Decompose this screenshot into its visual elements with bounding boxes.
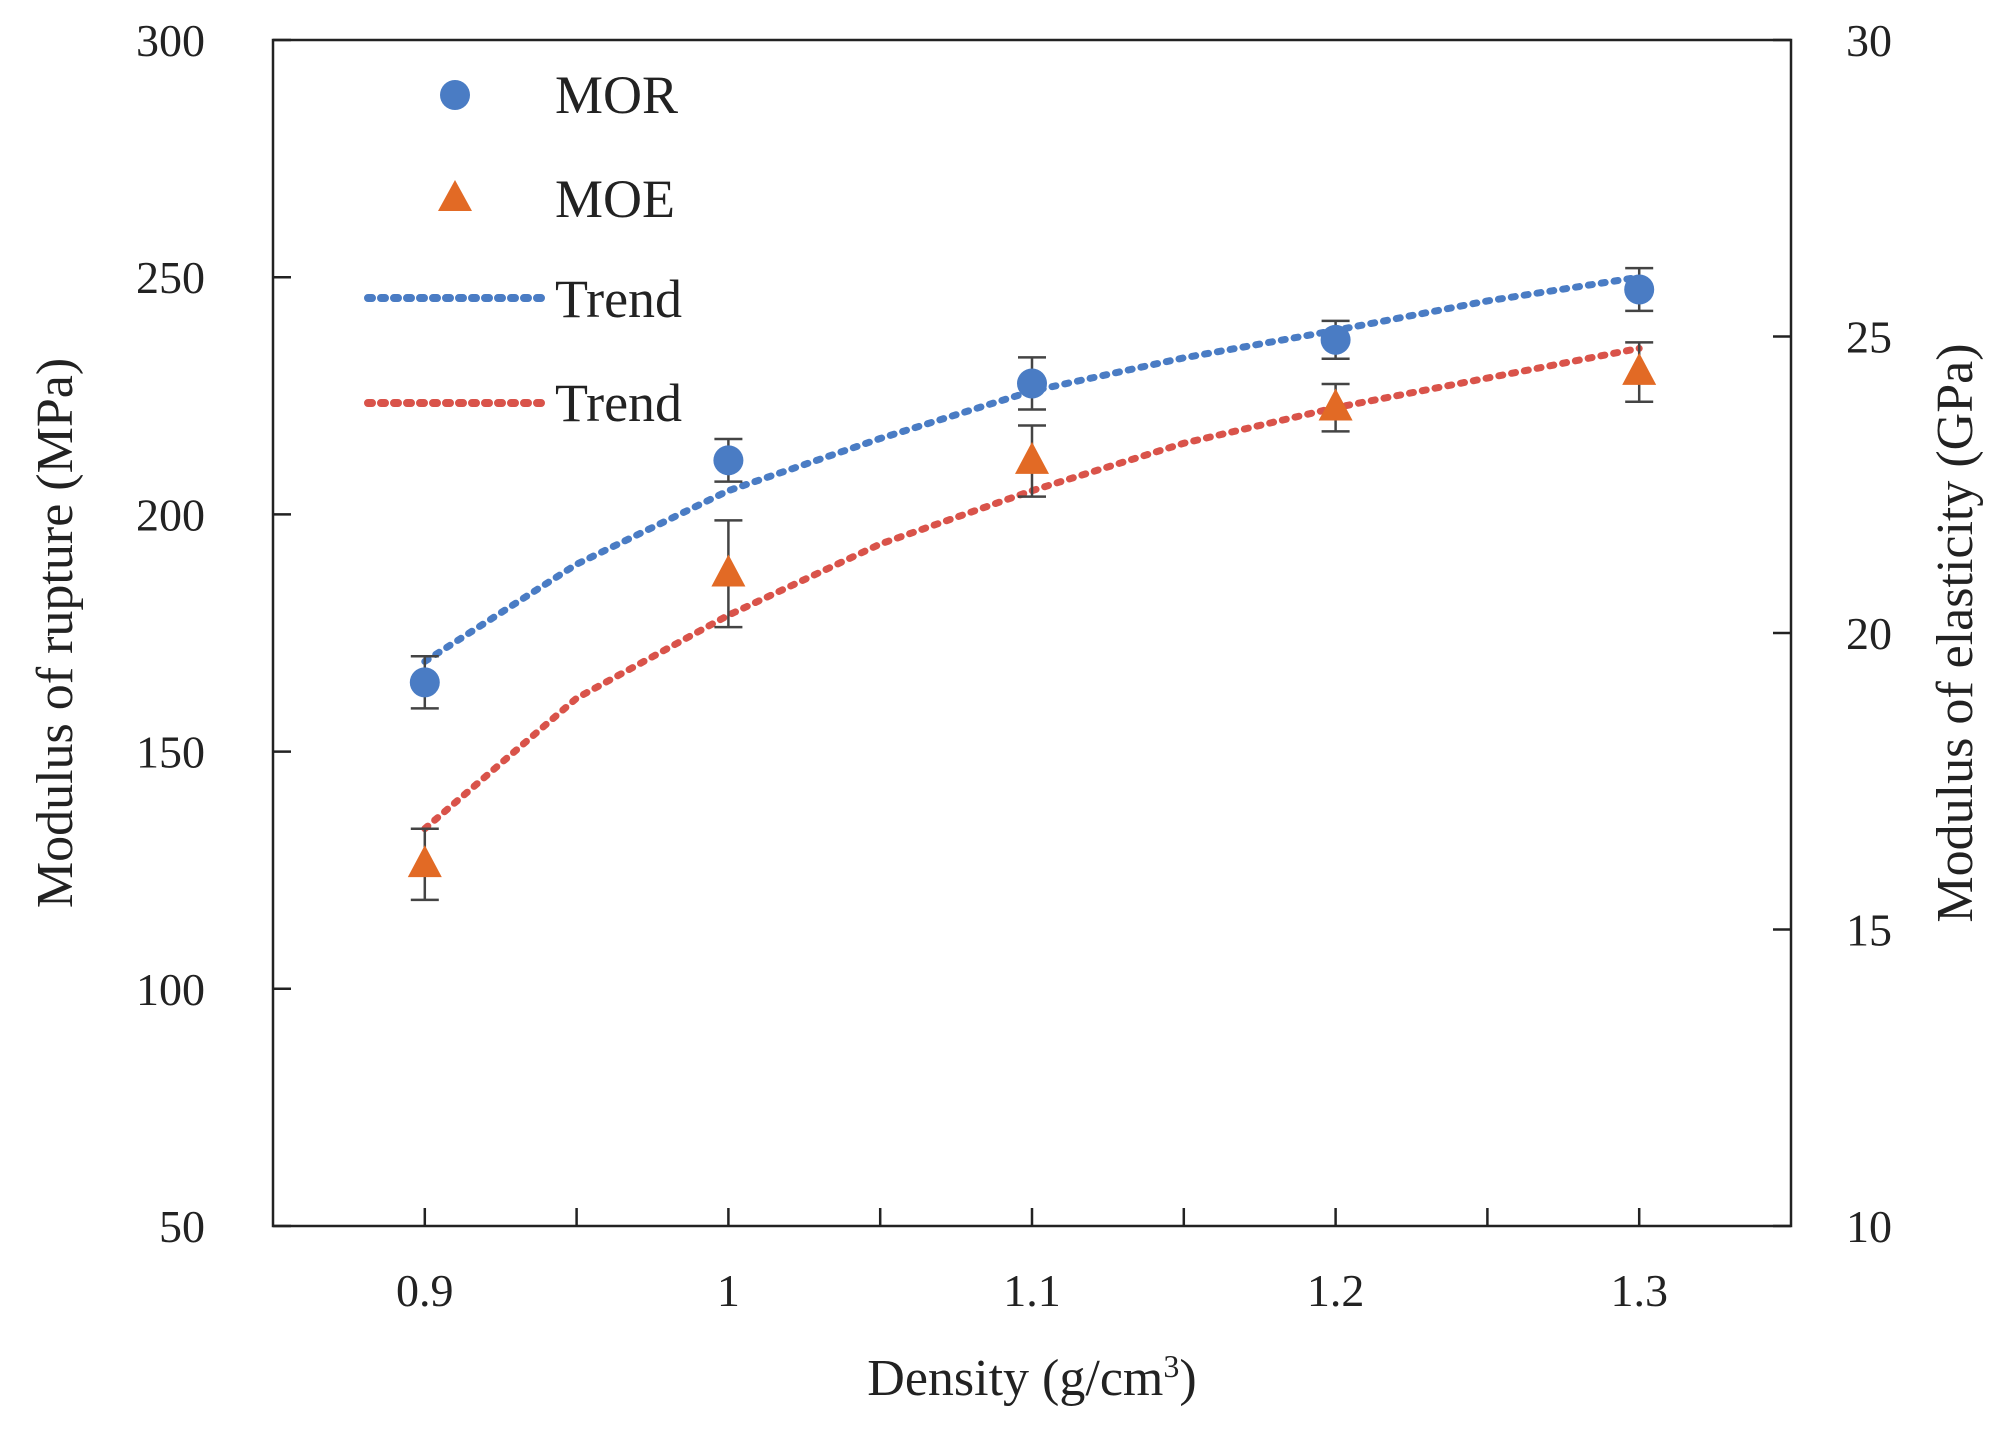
y-left-tick-label: 150 xyxy=(136,727,205,778)
x-tick-label: 1 xyxy=(717,1265,740,1316)
x-tick-label: 1.2 xyxy=(1307,1265,1365,1316)
y-left-tick-label: 250 xyxy=(136,252,205,303)
moe-point xyxy=(711,554,746,587)
plot-frame xyxy=(271,38,1793,1228)
y-right-tick-label: 15 xyxy=(1846,905,1892,956)
y-right-tick-label: 10 xyxy=(1846,1201,1892,1252)
x-axis-title-superscript: 3 xyxy=(1163,1348,1179,1384)
moe-point xyxy=(1015,441,1049,474)
mor-point xyxy=(409,667,440,698)
y-right-tick-label: 30 xyxy=(1846,15,1892,66)
legend-item-moe: MOE xyxy=(438,169,675,229)
y-axis-left-title: Modulus of rupture (MPa) xyxy=(27,358,84,908)
legend-mor-marker xyxy=(440,80,470,110)
y-left-tick-label: 100 xyxy=(136,964,205,1015)
legend-item-mor: MOR xyxy=(440,65,678,125)
y-right-tick-label: 20 xyxy=(1846,608,1892,659)
y-left-tick-label: 300 xyxy=(136,15,205,66)
mor-point xyxy=(1017,368,1047,399)
y-left-tick-label: 200 xyxy=(136,489,205,540)
legend-mor-trend-label: Trend xyxy=(555,269,682,329)
legend-mor-label: MOR xyxy=(555,65,678,125)
mor-point xyxy=(713,445,744,476)
x-tick-label: 0.9 xyxy=(396,1265,454,1316)
legend-item-moe-trend: Trend xyxy=(364,373,682,433)
x-tick-label: 1.3 xyxy=(1610,1265,1668,1316)
mor-point xyxy=(1320,324,1351,355)
moe-point xyxy=(1622,352,1657,385)
mor-point xyxy=(1624,274,1655,305)
x-axis-title: Density (g/cm3) xyxy=(867,1348,1196,1407)
moe-point xyxy=(1318,388,1353,421)
y-axis-right-title: Modulus of elasticity (GPa) xyxy=(1927,343,1984,922)
legend-moe-trend-label: Trend xyxy=(555,373,682,433)
y-left-tick-label: 50 xyxy=(159,1201,205,1252)
legend: MOR MOE Trend Trend xyxy=(364,65,682,433)
legend-moe-label: MOE xyxy=(555,169,675,229)
legend-moe-marker xyxy=(438,180,472,211)
point-layer xyxy=(407,266,1657,902)
x-tick-label: 1.1 xyxy=(1003,1265,1061,1316)
y-right-tick-label: 25 xyxy=(1846,312,1892,363)
legend-item-mor-trend: Trend xyxy=(364,269,682,329)
moe-point xyxy=(407,845,442,878)
tick-layer: 0.9 1 1.1 1.2 1.3 50 100 150 200 250 300 10 15 20 25 30 xyxy=(136,15,1892,1316)
